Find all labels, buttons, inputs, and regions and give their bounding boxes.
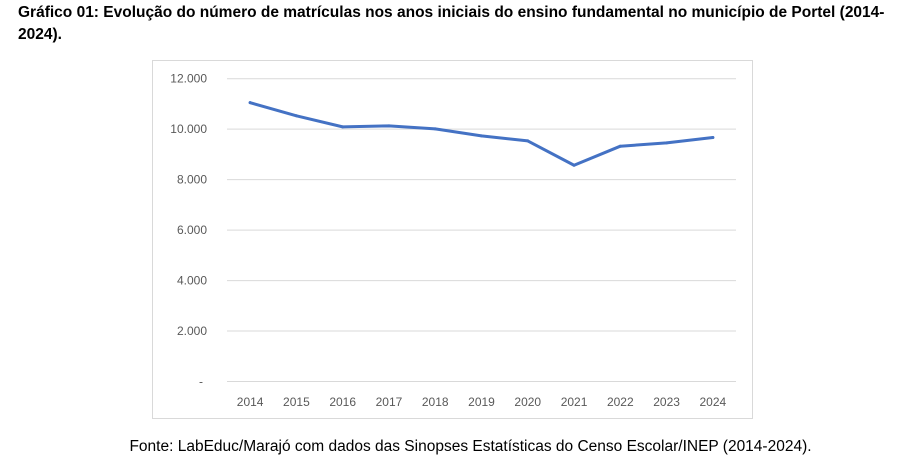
y-tick-label: 2.000	[177, 324, 207, 338]
x-tick-label: 2016	[329, 395, 356, 409]
data-point	[665, 141, 669, 145]
y-tick-label: 10.000	[170, 122, 207, 136]
x-tick-label: 2014	[237, 395, 264, 409]
source-note: Fonte: LabEduc/Marajó com dados das Sino…	[129, 438, 812, 455]
x-tick-label: 2017	[376, 395, 403, 409]
data-point	[526, 139, 530, 143]
data-point	[711, 135, 715, 139]
y-tick-label: 8.000	[177, 173, 207, 187]
series-line	[248, 101, 715, 167]
y-tick-label: 6.000	[177, 223, 207, 237]
data-point	[387, 124, 391, 128]
x-tick-label: 2023	[653, 395, 680, 409]
data-point	[294, 114, 298, 118]
x-tick-label: 2019	[468, 395, 495, 409]
x-tick-label: 2021	[561, 395, 588, 409]
data-point	[248, 101, 252, 105]
x-tick-label: 2018	[422, 395, 449, 409]
x-tick-label: 2024	[700, 395, 727, 409]
data-point	[480, 134, 483, 138]
x-tick-label: 2020	[514, 395, 541, 409]
chart-title: Gráfico 01: Evolução do número de matríc…	[18, 4, 885, 43]
x-tick-label: 2022	[607, 395, 634, 409]
x-tick-label: 2015	[283, 395, 310, 409]
chart-area: - 2.000 4.000 6.000 8.000 10.000 12.000 2014 201…	[152, 60, 753, 419]
y-tick-label: 12.000	[170, 72, 207, 86]
data-point	[572, 163, 576, 167]
data-point	[341, 125, 345, 129]
y-tick-label: 4.000	[177, 274, 207, 288]
data-point	[618, 144, 622, 148]
y-tick-label: -	[199, 375, 203, 389]
data-point	[433, 127, 437, 131]
line-chart: - 2.000 4.000 6.000 8.000 10.000 12.000 2014 201…	[170, 72, 736, 409]
